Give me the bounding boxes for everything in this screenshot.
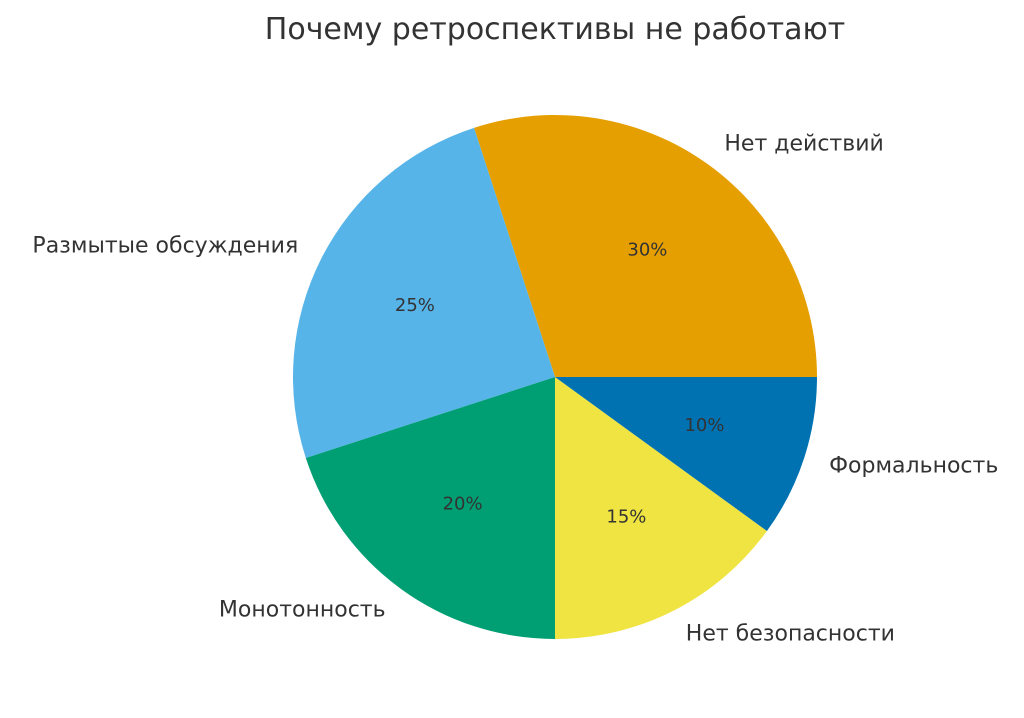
slice-category-label: Размытые обсуждения [32,234,298,259]
slice-category-label: Нет безопасности [686,621,895,646]
pie-slice [474,114,818,378]
category-labels: Нет действий Размытые обсуждения Монотонно… [32,131,998,646]
slice-percent-label: 20% [443,494,483,515]
slice-category-label: Нет действий [724,131,883,156]
pie-slice [305,377,555,639]
slice-percent-label: 25% [395,295,435,316]
chart-title: Почему ретроспективы не работают [265,12,845,47]
pie-slice [555,377,767,639]
slice-percent-label: 30% [627,239,667,260]
slice-percent-label: 15% [606,507,646,528]
pie-slices [292,114,818,639]
slice-category-label: Формальность [829,454,998,479]
percent-labels: 30% 25% 20% 15% 10% [395,239,725,527]
slice-percent-label: 10% [684,415,724,436]
slice-category-label: Монотонность [219,598,386,623]
pie-slice [555,377,817,531]
pie-slice [292,127,555,458]
